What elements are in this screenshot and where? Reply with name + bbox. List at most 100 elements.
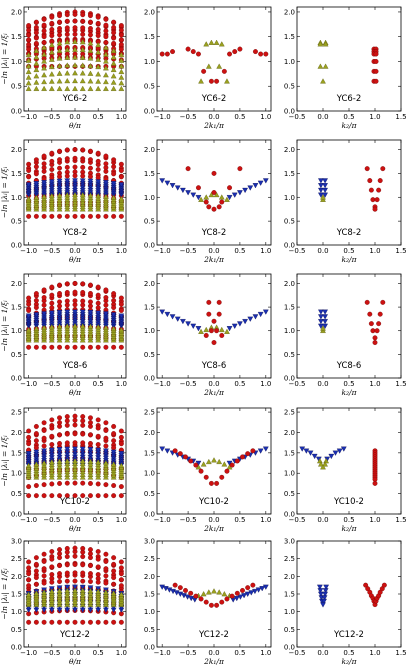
- red-point: [80, 554, 86, 560]
- blue-point: [318, 314, 324, 320]
- y-tick-label: 2.0: [144, 8, 155, 16]
- panel-title: YC12-2: [198, 630, 229, 640]
- red-point: [26, 344, 32, 350]
- blue-point: [33, 181, 40, 187]
- red-point: [26, 434, 32, 440]
- y-tick-label: 1.0: [144, 58, 155, 66]
- red-point: [103, 161, 109, 167]
- red-point: [72, 173, 78, 179]
- x-tick-label: 0.0: [208, 649, 219, 657]
- y-tick-label: 0.5: [11, 626, 22, 634]
- x-tick-label: 1.0: [116, 649, 127, 657]
- red-point: [64, 493, 70, 499]
- olive-point: [118, 57, 125, 63]
- blue-point: [321, 595, 328, 601]
- red-point: [111, 445, 117, 451]
- red-point: [80, 25, 86, 31]
- red-point: [41, 213, 47, 219]
- olive-point: [87, 323, 94, 329]
- red-point: [95, 425, 101, 431]
- blue-point: [41, 180, 47, 186]
- olive-point: [95, 469, 102, 475]
- blue-point: [173, 590, 180, 596]
- blue-point: [164, 180, 171, 186]
- y-tick-label: 0.0: [284, 375, 295, 383]
- olive-point: [48, 466, 55, 472]
- red-point: [33, 575, 39, 581]
- olive-point: [72, 62, 78, 68]
- blue-point: [322, 183, 328, 189]
- red-point: [111, 344, 117, 350]
- olive-point: [56, 63, 63, 69]
- red-point: [64, 578, 70, 584]
- blue-point: [322, 588, 329, 594]
- red-point: [33, 493, 39, 499]
- x-axis-label: k₂/π: [341, 524, 357, 533]
- olive-point: [79, 39, 86, 45]
- olive-point: [79, 469, 86, 475]
- blue-point: [318, 187, 324, 194]
- red-point: [88, 165, 93, 171]
- red-point: [57, 282, 62, 288]
- olive-point: [41, 193, 47, 199]
- olive-point: [41, 324, 47, 330]
- red-point: [64, 554, 70, 560]
- y-tick-label: 3.0: [11, 538, 22, 546]
- olive-point: [41, 460, 47, 466]
- y-tick-label: 0.0: [11, 108, 22, 116]
- blue-point: [322, 309, 328, 315]
- red-point: [33, 171, 39, 177]
- olive-point: [224, 196, 230, 202]
- red-point: [88, 299, 93, 305]
- x-tick-label: −0.5: [180, 113, 197, 121]
- red-point: [26, 484, 32, 490]
- red-point: [88, 157, 93, 163]
- olive-point: [56, 85, 63, 91]
- olive-point: [25, 195, 32, 202]
- red-point: [201, 68, 207, 74]
- olive-point: [110, 54, 117, 60]
- red-point: [41, 580, 47, 586]
- red-point: [41, 40, 47, 45]
- olive-point: [79, 54, 86, 60]
- olive-point: [110, 194, 117, 200]
- red-point: [103, 619, 109, 625]
- red-point: [33, 561, 39, 567]
- olive-point: [48, 192, 55, 199]
- olive-point: [79, 70, 86, 76]
- olive-point: [103, 51, 109, 57]
- olive-point: [79, 463, 86, 469]
- red-point: [64, 147, 70, 153]
- red-point: [214, 602, 220, 608]
- olive-point: [95, 78, 102, 84]
- olive-point: [33, 325, 40, 331]
- blue-point: [226, 195, 233, 201]
- red-point: [57, 547, 62, 553]
- red-point: [57, 19, 62, 25]
- blue-point: [159, 309, 166, 315]
- blue-point: [103, 311, 109, 317]
- blue-point: [336, 448, 343, 454]
- red-point: [206, 204, 212, 210]
- olive-point: [64, 85, 71, 91]
- blue-point: [48, 447, 55, 453]
- x-tick-label: −1.0: [20, 113, 37, 121]
- x-axis-label: θ/π: [69, 255, 82, 264]
- olive-point: [87, 458, 94, 464]
- red-point: [88, 579, 93, 585]
- red-point: [103, 22, 109, 28]
- red-point: [208, 328, 214, 334]
- red-point: [41, 558, 47, 564]
- x-tick-label: −0.5: [289, 113, 306, 121]
- red-point: [164, 51, 170, 57]
- panel-title: YC12-2: [333, 630, 364, 640]
- olive-point: [95, 42, 102, 48]
- olive-point: [41, 72, 47, 78]
- blue-point: [318, 309, 324, 315]
- olive-point: [79, 466, 86, 472]
- y-tick-label: 0.5: [284, 351, 295, 359]
- red-point: [118, 295, 124, 301]
- olive-point: [72, 323, 78, 329]
- red-point: [159, 51, 165, 57]
- olive-point: [41, 65, 47, 71]
